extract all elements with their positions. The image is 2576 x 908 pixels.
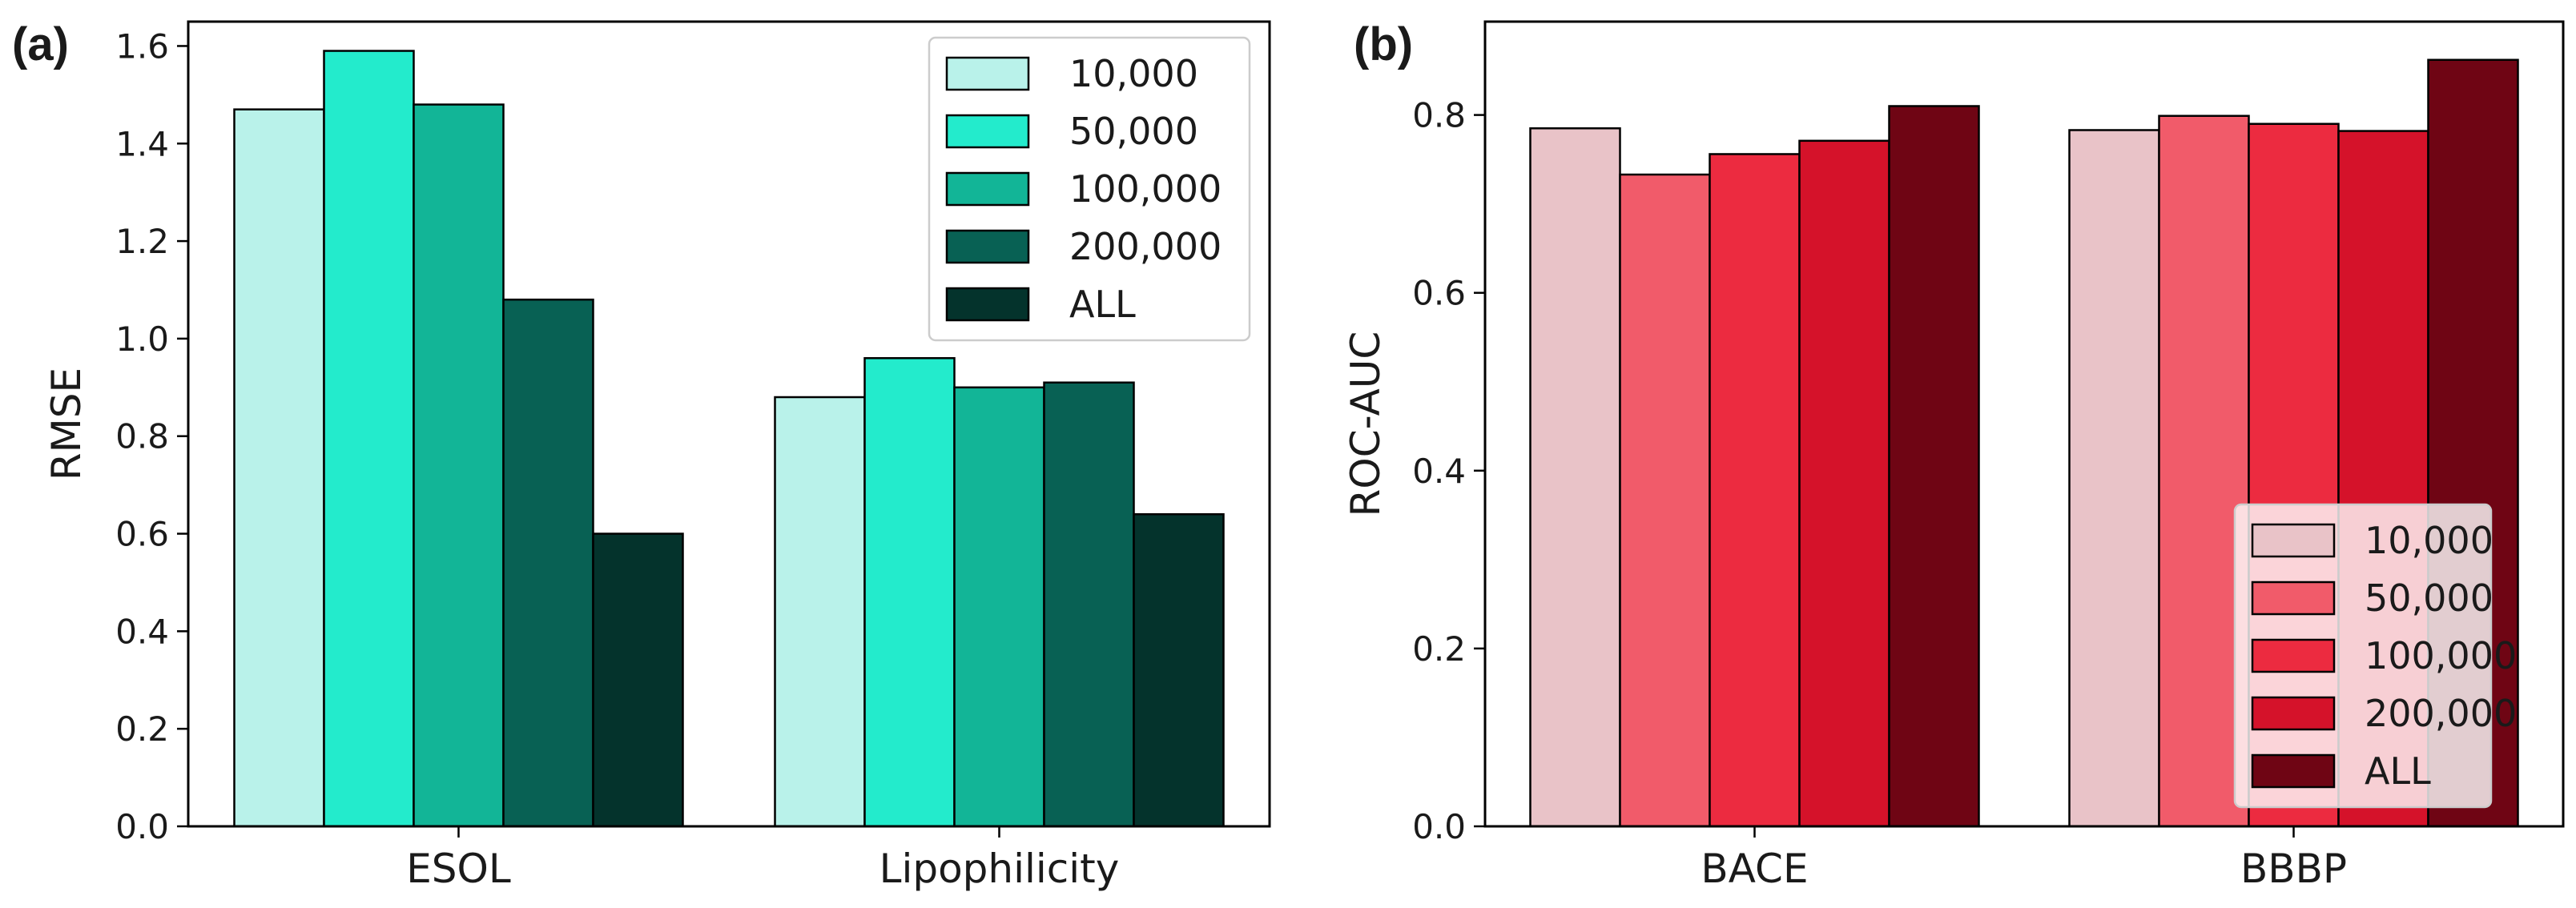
y-tick-label: 1.2 bbox=[115, 222, 169, 261]
bar bbox=[1529, 127, 1621, 828]
legend-label: 200,000 bbox=[1069, 225, 1222, 268]
legend-swatch bbox=[2251, 581, 2336, 616]
legend-label: ALL bbox=[1069, 283, 1136, 326]
y-tick-label: 0.8 bbox=[1412, 96, 1466, 135]
bar bbox=[323, 50, 415, 828]
y-axis-label: RMSE bbox=[43, 368, 90, 480]
legend-swatch bbox=[2251, 753, 2336, 789]
x-tick-label: Lipophilicity bbox=[879, 846, 1120, 892]
bar bbox=[863, 357, 956, 828]
y-tick-label: 0.6 bbox=[1412, 274, 1466, 313]
panel-a: (a) 0.0 0.2 0.4 0.6 0.8 1.0 1.2 1.4 1.6 RMSE ESOL Li… bbox=[12, 18, 1271, 892]
x-tick-label: ESOL bbox=[406, 846, 511, 892]
y-tick-label: 1.0 bbox=[115, 319, 169, 359]
panel-b: (b) 0.0 0.2 0.4 0.6 0.8 ROC-AUC BACE BBBP 10,000 5… bbox=[1342, 18, 2565, 892]
bar bbox=[1619, 173, 1711, 828]
legend-swatch bbox=[945, 287, 1030, 322]
bar bbox=[413, 103, 505, 828]
y-tick-label: 1.6 bbox=[115, 26, 169, 66]
legend-box bbox=[2233, 503, 2493, 809]
bar bbox=[2068, 129, 2160, 828]
legend-swatch bbox=[945, 56, 1030, 91]
bar bbox=[1133, 512, 1225, 828]
plot-frame bbox=[187, 20, 1271, 828]
y-tick-label: 0.4 bbox=[1412, 452, 1466, 491]
panel-label: (a) bbox=[12, 18, 69, 70]
legend-label: 200,000 bbox=[2365, 692, 2517, 735]
y-axis-label: ROC-AUC bbox=[1342, 331, 1389, 517]
y-tick-label: 0.2 bbox=[1412, 629, 1466, 669]
bar bbox=[233, 108, 325, 828]
legend-swatch bbox=[945, 171, 1030, 207]
bar bbox=[502, 298, 594, 828]
legend-label: 100,000 bbox=[2365, 634, 2517, 677]
legend-swatch bbox=[2251, 638, 2336, 673]
legend-label: ALL bbox=[2365, 749, 2431, 793]
bar bbox=[1709, 153, 1801, 828]
bar bbox=[1043, 381, 1135, 828]
legend-label: 100,000 bbox=[1069, 167, 1222, 211]
legend-swatch bbox=[945, 229, 1030, 264]
legend-swatch bbox=[945, 114, 1030, 149]
legend-swatch bbox=[2251, 696, 2336, 731]
bar bbox=[953, 386, 1045, 828]
bar bbox=[774, 396, 866, 828]
y-tick-label: 0.6 bbox=[115, 515, 169, 554]
legend-label: 50,000 bbox=[1069, 110, 1198, 153]
bar bbox=[1888, 105, 1980, 828]
y-tick-label: 1.4 bbox=[115, 124, 169, 163]
plot-frame bbox=[1483, 20, 2565, 828]
y-tick-label: 0.0 bbox=[115, 807, 169, 846]
y-tick-label: 0.2 bbox=[115, 709, 169, 749]
x-tick-label: BBBP bbox=[2240, 846, 2347, 892]
y-tick-label: 0.8 bbox=[115, 417, 169, 456]
y-tick-label: 0.4 bbox=[115, 612, 169, 651]
panel-label: (b) bbox=[1354, 18, 1413, 70]
bar bbox=[592, 532, 684, 828]
x-tick-label: BACE bbox=[1701, 846, 1808, 892]
legend-label: 10,000 bbox=[2365, 519, 2493, 562]
legend-box bbox=[928, 36, 1251, 342]
legend-label: 50,000 bbox=[2365, 577, 2493, 620]
legend-label: 10,000 bbox=[1069, 52, 1198, 95]
y-tick-label: 0.0 bbox=[1412, 807, 1466, 846]
bar bbox=[1798, 139, 1890, 828]
legend-swatch bbox=[2251, 523, 2336, 558]
